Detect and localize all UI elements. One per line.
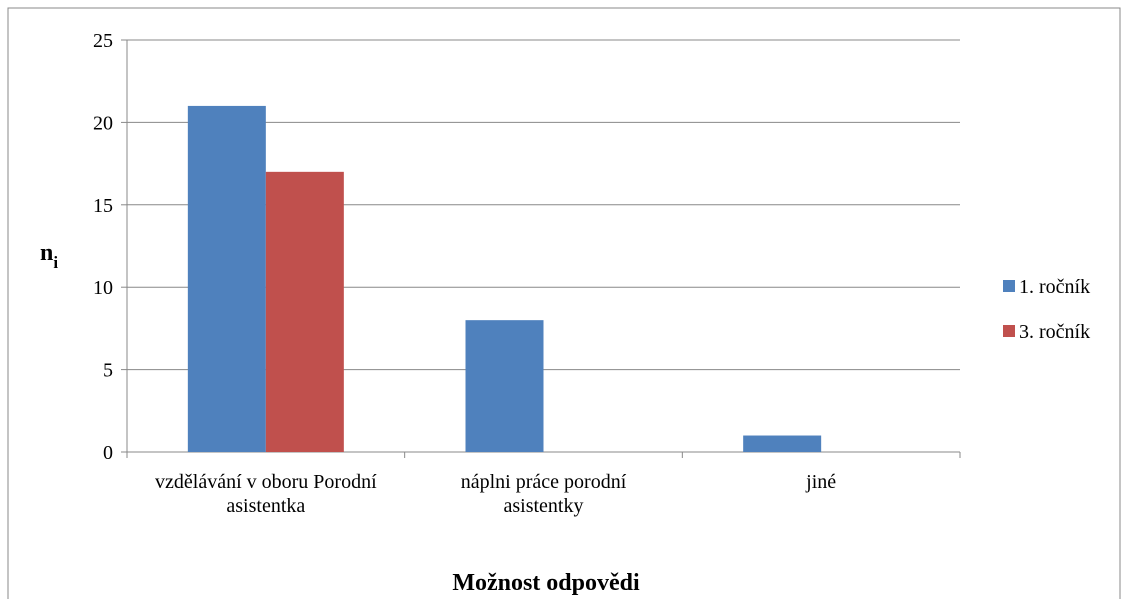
y-tick-label: 0	[103, 442, 113, 464]
chart-border	[7, 7, 1121, 599]
bar	[187, 105, 266, 453]
y-axis-title-main: n	[40, 240, 53, 266]
y-tick-label: 5	[103, 360, 113, 382]
y-tick-label: 20	[93, 112, 113, 134]
legend-label: 1. ročník	[1019, 276, 1090, 298]
y-tick-label: 15	[93, 195, 113, 217]
x-tick-label: náplni práce porodní asistentky	[460, 471, 627, 517]
y-tick-label: 25	[93, 30, 113, 52]
bar	[743, 435, 822, 452]
legend-label: 3. ročník	[1019, 321, 1090, 343]
bar	[465, 320, 544, 452]
bar	[265, 171, 344, 452]
legend-swatch	[1003, 325, 1015, 337]
legend-swatch	[1003, 280, 1015, 292]
x-tick-label: vzdělávání v oboru Porodní asistentka	[155, 471, 377, 517]
y-axis-title-sub: i	[53, 253, 58, 272]
x-tick-label: jiné	[806, 471, 837, 493]
y-axis-title: ni	[40, 240, 58, 272]
y-tick-label: 10	[93, 277, 113, 299]
x-axis-title: Možnost odpovědi	[452, 570, 640, 596]
